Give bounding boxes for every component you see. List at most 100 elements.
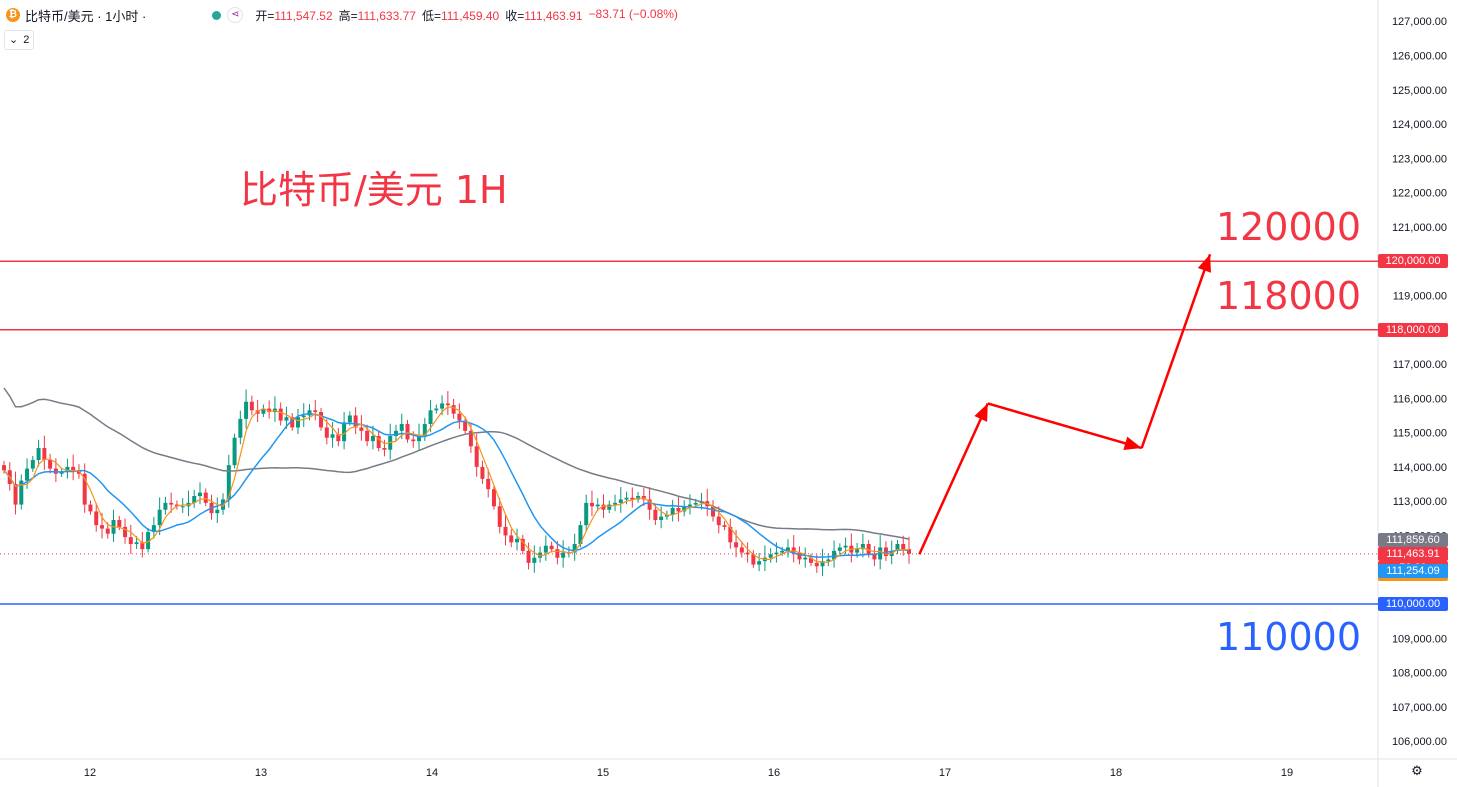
open-label: 开= — [255, 8, 275, 23]
candle-body — [653, 509, 658, 521]
candle — [232, 433, 237, 469]
y-tick-label: 125,000.00 — [1392, 85, 1447, 97]
candle — [860, 533, 865, 558]
candle — [791, 535, 796, 563]
candle-body — [261, 408, 266, 414]
candle-body — [572, 544, 577, 553]
candle — [353, 407, 358, 435]
chevron-down-icon: ⌄ — [9, 34, 19, 46]
candle-body — [290, 417, 295, 428]
candle-body — [670, 508, 675, 515]
market-status-dot-icon[interactable] — [212, 10, 222, 20]
candle — [146, 527, 151, 553]
forecast-arrow-segment[interactable] — [918, 402, 989, 555]
candle — [555, 540, 560, 565]
candle — [359, 415, 364, 441]
candle-body — [630, 497, 635, 500]
forecast-arrowhead — [974, 403, 988, 422]
price-axis-label: 111,254.09 — [1378, 564, 1448, 578]
candle-body — [728, 526, 733, 543]
candle-body — [693, 502, 698, 505]
candle-body — [232, 437, 237, 466]
candle — [457, 403, 462, 429]
candle-body — [468, 430, 473, 447]
x-tick-label: 13 — [255, 767, 267, 779]
level-label: 120000 — [1216, 205, 1361, 249]
y-tick-label: 123,000.00 — [1392, 153, 1447, 165]
x-tick-label: 18 — [1110, 767, 1122, 779]
x-tick-label: 12 — [84, 767, 96, 779]
candle — [71, 454, 76, 481]
candle — [532, 545, 537, 573]
high-value: 111,633.77 — [357, 8, 416, 23]
candle-body — [428, 410, 433, 425]
candle-body — [94, 511, 99, 526]
candle-body — [901, 544, 906, 550]
candle — [405, 419, 410, 443]
candle-body — [837, 547, 842, 551]
candle — [613, 494, 618, 512]
candle — [543, 535, 548, 561]
candle-body — [440, 403, 445, 409]
candle-body — [324, 427, 329, 438]
candle-body — [520, 538, 525, 551]
candle-body — [105, 528, 110, 534]
candle-body — [180, 506, 185, 508]
price-axis-label: 110,000.00 — [1378, 597, 1448, 611]
candle-body — [768, 554, 773, 558]
candle — [192, 489, 197, 508]
indicators-toggle[interactable]: ⌄ 2 — [4, 30, 35, 50]
candle — [832, 540, 837, 568]
forecast-arrow-segment[interactable] — [1140, 253, 1212, 449]
candle — [30, 455, 35, 472]
symbol-title[interactable]: 比特币/美元 · 1小时 · — [25, 8, 147, 24]
candle-body — [739, 547, 744, 553]
candle-body — [843, 545, 848, 548]
candle — [670, 499, 675, 522]
settings-gear-icon[interactable]: ⚙ — [1411, 763, 1423, 778]
candle — [463, 416, 468, 435]
y-tick-label: 115,000.00 — [1393, 428, 1447, 440]
candle-body — [561, 552, 566, 558]
candle-body — [780, 550, 785, 553]
candle — [128, 524, 133, 554]
candle-body — [866, 544, 871, 555]
candle — [434, 404, 439, 414]
candle — [330, 421, 335, 448]
candle — [526, 542, 531, 570]
y-tick-label: 122,000.00 — [1392, 188, 1447, 200]
candle-body — [607, 504, 612, 510]
candle-body — [474, 446, 479, 467]
candle — [745, 542, 750, 563]
candle-body — [48, 460, 53, 469]
candle — [174, 500, 179, 510]
candle — [566, 546, 571, 558]
candle-body — [146, 532, 151, 550]
candle-body — [284, 417, 289, 421]
y-tick-label: 114,000.00 — [1393, 462, 1447, 474]
candle — [123, 518, 128, 544]
candle — [290, 413, 295, 431]
candle — [895, 539, 900, 555]
share-icon[interactable]: ⋖ — [227, 7, 244, 23]
candle-body — [797, 552, 802, 560]
candle — [826, 553, 831, 567]
y-tick-label: 126,000.00 — [1392, 51, 1447, 63]
candle — [549, 541, 554, 553]
candle-body — [405, 424, 410, 440]
candle-body — [295, 417, 300, 428]
candle-body — [313, 410, 318, 413]
candle — [336, 428, 341, 447]
candle — [509, 529, 514, 548]
candle-body — [451, 405, 456, 414]
candle — [295, 408, 300, 435]
y-tick-label: 107,000.00 — [1392, 702, 1447, 714]
bitcoin-icon: ₿ — [6, 8, 20, 22]
candle — [762, 545, 767, 572]
candle — [2, 461, 6, 474]
candle — [261, 404, 266, 418]
candle — [653, 503, 658, 525]
forecast-arrow-segment[interactable] — [987, 402, 1142, 450]
candle-body — [687, 504, 692, 507]
